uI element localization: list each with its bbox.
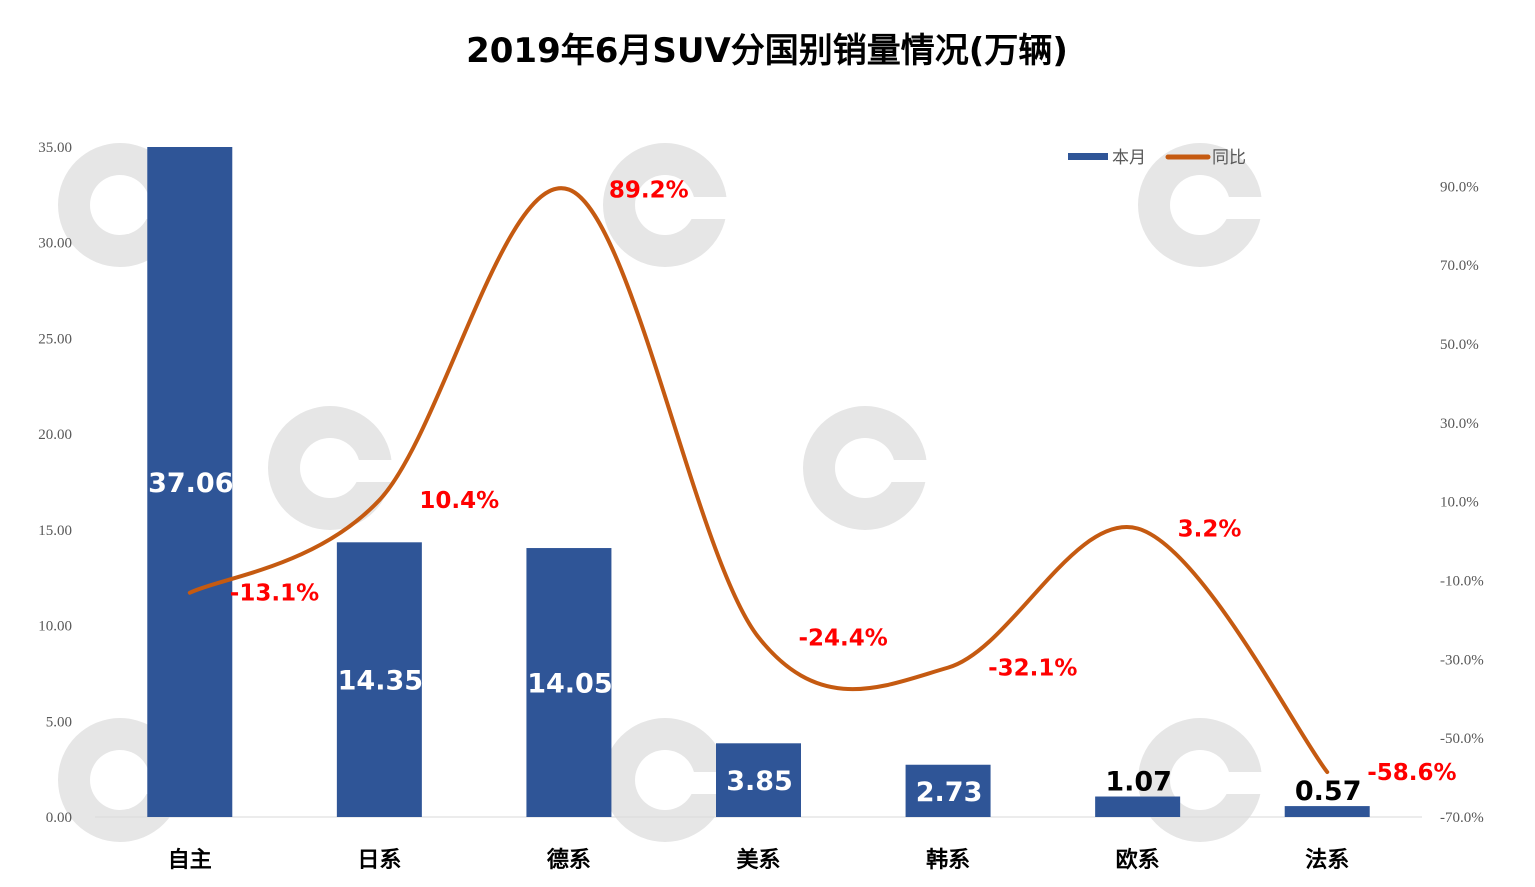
chart-title: 2019年6月SUV分国别销量情况(万辆) bbox=[466, 31, 1068, 71]
bar bbox=[147, 147, 233, 817]
line-series-yoy bbox=[187, 186, 1330, 775]
right-tick-label: -50.0% bbox=[1440, 731, 1484, 747]
line-value-label: 89.2% bbox=[609, 178, 689, 204]
left-tick-label: 5.00 bbox=[46, 714, 72, 730]
category-label: 日系 bbox=[357, 848, 401, 873]
watermark bbox=[1138, 143, 1264, 267]
legend-swatch-bar bbox=[1068, 153, 1108, 160]
left-axis: 0.00 5.00 10.00 15.00 20.00 25.00 30.00 35.00 bbox=[38, 140, 72, 826]
line-value-label: -13.1% bbox=[230, 581, 319, 607]
category-label: 法系 bbox=[1305, 848, 1349, 873]
right-tick-label: 30.0% bbox=[1440, 416, 1479, 432]
data-labels: 37.06 14.35 14.05 3.85 2.73 1.07 0.57 -13.1% 10.… bbox=[148, 178, 1456, 808]
watermark bbox=[803, 406, 929, 530]
left-tick-label: 35.00 bbox=[38, 140, 72, 156]
line-value-label: 3.2% bbox=[1178, 517, 1242, 543]
right-axis: -70.0% -50.0% -30.0% -10.0% 10.0% 30.0% 50.0% 7… bbox=[1440, 179, 1484, 826]
right-tick-label: -70.0% bbox=[1440, 810, 1484, 826]
bar bbox=[526, 548, 612, 817]
category-label: 韩系 bbox=[926, 847, 970, 873]
bar-value-label: 2.73 bbox=[916, 777, 983, 808]
legend: 本月 同比 bbox=[1068, 148, 1246, 168]
right-tick-label: 50.0% bbox=[1440, 337, 1479, 353]
watermark bbox=[268, 406, 394, 530]
watermark bbox=[603, 718, 729, 842]
left-tick-label: 15.00 bbox=[38, 523, 72, 539]
right-tick-label: -10.0% bbox=[1440, 574, 1484, 590]
right-tick-label: 70.0% bbox=[1440, 258, 1479, 274]
bar-value-label: 37.06 bbox=[148, 468, 233, 499]
category-label: 自主 bbox=[168, 847, 212, 873]
legend-label-line: 同比 bbox=[1212, 148, 1246, 168]
line-value-label: -58.6% bbox=[1367, 760, 1456, 786]
bar-value-label: 0.57 bbox=[1295, 776, 1362, 807]
category-label: 欧系 bbox=[1116, 847, 1160, 873]
left-tick-label: 10.00 bbox=[38, 619, 72, 635]
bar bbox=[905, 764, 991, 817]
legend-label-bar: 本月 bbox=[1112, 148, 1146, 168]
left-tick-label: 30.00 bbox=[38, 236, 72, 252]
left-tick-label: 20.00 bbox=[38, 427, 72, 443]
line-value-label: 10.4% bbox=[419, 488, 499, 514]
watermark-layer bbox=[58, 143, 1264, 842]
line-value-label: -24.4% bbox=[799, 625, 888, 651]
category-label: 美系 bbox=[736, 847, 780, 873]
bar bbox=[336, 542, 422, 817]
bar bbox=[1095, 796, 1181, 817]
watermark bbox=[603, 143, 729, 267]
right-tick-label: 90.0% bbox=[1440, 179, 1479, 195]
right-tick-label: 10.0% bbox=[1440, 495, 1479, 511]
bar bbox=[1284, 806, 1370, 817]
bar-value-label: 14.05 bbox=[527, 669, 612, 700]
line-value-label: -32.1% bbox=[988, 656, 1077, 682]
bar-value-label: 14.35 bbox=[338, 666, 423, 697]
category-label: 德系 bbox=[547, 847, 591, 873]
left-tick-label: 0.00 bbox=[46, 810, 72, 826]
right-tick-label: -30.0% bbox=[1440, 652, 1484, 668]
category-axis: 自主 日系 德系 美系 韩系 欧系 法系 bbox=[168, 847, 1349, 873]
bar-value-label: 1.07 bbox=[1105, 767, 1172, 798]
bar bbox=[716, 743, 801, 817]
bar-value-label: 3.85 bbox=[726, 766, 793, 797]
left-tick-label: 25.00 bbox=[38, 331, 72, 347]
bar-series bbox=[147, 147, 1370, 817]
